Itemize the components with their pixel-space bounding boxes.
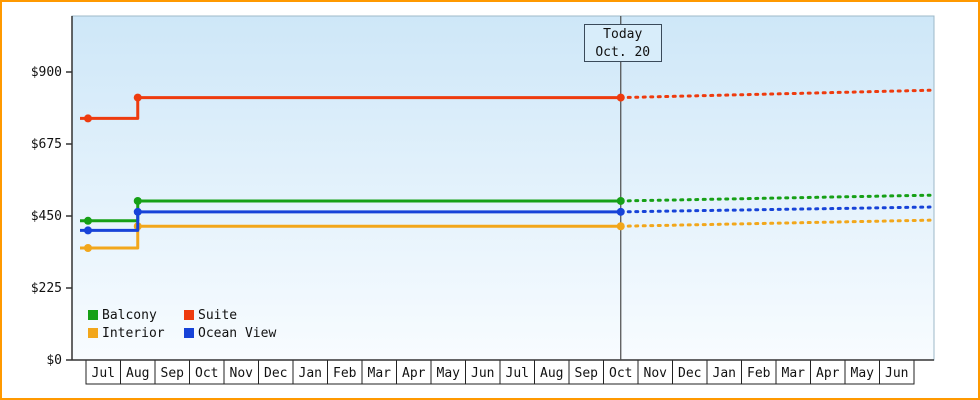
price-point-balcony: [616, 196, 625, 205]
y-axis-tick-label: $0: [46, 353, 62, 368]
x-axis-month-label: Mar: [782, 366, 806, 381]
x-axis-month-label: Jun: [471, 366, 494, 381]
y-axis-tick-label: $675: [31, 137, 62, 152]
legend-label-ocean-view: Ocean View: [198, 326, 276, 341]
price-point-suite: [133, 93, 142, 102]
legend-swatch-ocean-view: [184, 328, 194, 338]
x-axis-month-cell: [465, 359, 501, 385]
today-annotation: Today Oct. 20: [583, 24, 662, 62]
x-axis-month-cell: [430, 359, 466, 385]
y-axis-tick-label: $450: [31, 209, 62, 224]
x-axis-month-cell: [810, 359, 846, 385]
x-axis-month-label: Jun: [885, 366, 908, 381]
legend-label-interior: Interior: [102, 326, 165, 341]
legend-swatch-balcony: [88, 310, 98, 320]
x-axis-month-label: Feb: [747, 366, 771, 381]
x-axis-month-label: Jan: [299, 366, 322, 381]
price-point-ocean-view: [84, 226, 92, 235]
x-axis-month-label: Jul: [92, 366, 115, 381]
price-line-ocean-view: [80, 210, 621, 232]
y-axis-tick-label: $225: [31, 281, 62, 296]
x-axis-month-label: May: [437, 366, 461, 381]
x-axis-month-label: Nov: [230, 366, 254, 381]
legend-label-suite: Suite: [198, 308, 237, 323]
price-point-balcony: [133, 196, 142, 205]
x-axis-month-label: Apr: [816, 366, 840, 381]
price-line-interior: [80, 224, 621, 250]
forecast-line-suite: [619, 88, 932, 100]
x-axis-month-label: Jan: [713, 366, 736, 381]
forecast-line-balcony: [619, 193, 932, 203]
x-axis-month-cell: [844, 359, 880, 385]
today-annotation-line2: Oct. 20: [595, 45, 651, 60]
x-axis-month-cell: [85, 359, 121, 385]
price-point-interior: [616, 222, 625, 231]
x-axis-month-cell: [396, 359, 432, 385]
x-axis-month-label: Jul: [506, 366, 529, 381]
x-axis-month-cell: [706, 359, 742, 385]
x-axis-month-label: Oct: [195, 366, 218, 381]
price-point-balcony: [84, 216, 92, 225]
x-axis-month-label: Sep: [575, 366, 599, 381]
x-axis-month-label: Apr: [402, 366, 426, 381]
x-axis-month-label: Dec: [678, 366, 701, 381]
x-axis-month-label: May: [851, 366, 875, 381]
x-axis-month-cell: [327, 359, 363, 385]
forecast-line-interior: [619, 218, 932, 228]
x-axis-month-label: Dec: [264, 366, 287, 381]
price-point-interior: [84, 244, 92, 252]
price-line-suite: [80, 96, 621, 120]
price-point-suite: [616, 93, 625, 102]
x-axis-month-cell: [603, 359, 639, 385]
x-axis-month-label: Nov: [644, 366, 668, 381]
legend-swatch-interior: [88, 328, 98, 338]
x-axis-month-cell: [637, 359, 673, 385]
plot-area: [71, 15, 935, 361]
forecast-line-ocean-view: [619, 205, 932, 214]
x-axis-month-label: Oct: [609, 366, 632, 381]
x-axis-month-label: Aug: [540, 366, 563, 381]
x-axis-month-label: Mar: [368, 366, 392, 381]
x-axis-month-label: Sep: [161, 366, 185, 381]
x-axis-month-cell: [292, 359, 328, 385]
x-axis-month-label: Aug: [126, 366, 149, 381]
legend-label-balcony: Balcony: [102, 308, 157, 323]
legend-swatch-suite: [184, 310, 194, 320]
x-axis-month-label: Feb: [333, 366, 357, 381]
y-axis-tick-label: $900: [31, 65, 62, 80]
price-point-suite: [84, 114, 92, 123]
today-annotation-line1: Today: [603, 27, 643, 42]
price-point-ocean-view: [133, 207, 142, 216]
price-point-ocean-view: [616, 207, 625, 216]
